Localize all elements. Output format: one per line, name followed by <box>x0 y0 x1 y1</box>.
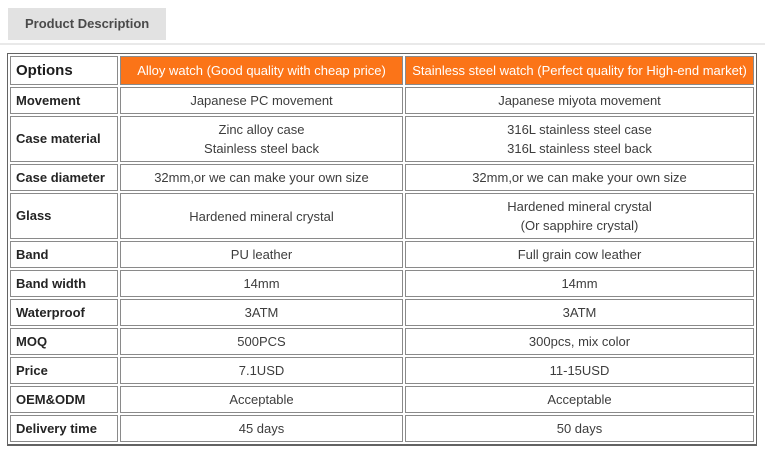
cell-text-line: 32mm,or we can make your own size <box>154 170 369 185</box>
cell-text-line: 316L stainless steel back <box>507 141 652 156</box>
cell-text-line: 45 days <box>238 421 285 436</box>
cell-text-line: Stainless steel back <box>204 141 319 156</box>
cell-text-line: Japanese PC movement <box>190 93 333 108</box>
alloy-watch-subtitle: (Good quality with cheap price) <box>206 63 386 78</box>
cell-alloy-value: Zinc alloy case Stainless steel back <box>120 116 403 162</box>
table-header-row: Options Alloy watch (Good quality with c… <box>10 56 754 85</box>
row-label: Price <box>10 357 118 384</box>
cell-text-line: Acceptable <box>229 392 294 407</box>
table-row: OEM&ODM Acceptable Acceptable <box>10 386 754 413</box>
cell-text-line: 500PCS <box>237 334 286 349</box>
cell-text-line: Hardened mineral crystal <box>189 208 334 224</box>
cell-steel-value: 300pcs, mix color <box>405 328 754 355</box>
stainless-steel-subtitle: (Perfect quality for High-end market) <box>537 63 747 78</box>
cell-steel-value: 14mm <box>405 270 754 297</box>
table-row: Movement Japanese PC movement Japanese miy… <box>10 87 754 114</box>
row-label: Case diameter <box>10 164 118 191</box>
cell-text-line: 50 days <box>556 421 603 436</box>
options-header-cell: Options <box>10 56 118 85</box>
table-row: Glass Hardened mineral crystal Hardened mi… <box>10 193 754 239</box>
product-spec-table: Options Alloy watch (Good quality with c… <box>7 53 757 446</box>
tab-product-description[interactable]: Product Description <box>8 8 167 40</box>
cell-alloy-value: 7.1USD <box>120 357 403 384</box>
stainless-steel-header-cell: Stainless steel watch (Perfect quality f… <box>405 56 754 85</box>
cell-text-line: 11-15USD <box>549 363 610 378</box>
cell-steel-value: Hardened mineral crystal (Or sapphire cry… <box>405 193 754 239</box>
cell-text-line: 3ATM <box>562 305 597 320</box>
cell-alloy-value: 3ATM <box>120 299 403 326</box>
row-label: Band width <box>10 270 118 297</box>
alloy-watch-header-cell: Alloy watch (Good quality with cheap pri… <box>120 56 403 85</box>
table-row: Band PU leather Full grain cow leather <box>10 241 754 268</box>
cell-text-line: 14mm <box>561 276 598 291</box>
cell-steel-value: 3ATM <box>405 299 754 326</box>
table-row: Waterproof 3ATM 3ATM <box>10 299 754 326</box>
cell-alloy-value: 14mm <box>120 270 403 297</box>
cell-text-line: Hardened mineral crystal <box>507 199 652 214</box>
table-row: MOQ 500PCS 300pcs, mix color <box>10 328 754 355</box>
alloy-watch-title: Alloy watch <box>137 63 203 78</box>
table-body: Movement Japanese PC movement Japanese miy… <box>10 87 754 442</box>
cell-steel-value: Acceptable <box>405 386 754 413</box>
cell-steel-value: 316L stainless steel case 316L stainless … <box>405 116 754 162</box>
row-label: Movement <box>10 87 118 114</box>
row-label: OEM&ODM <box>10 386 118 413</box>
cell-steel-value: 11-15USD <box>405 357 754 384</box>
cell-text-line: Acceptable <box>547 392 612 407</box>
cell-alloy-value: 45 days <box>120 415 403 442</box>
cell-text-line: Full grain cow leather <box>517 247 642 262</box>
table-row: Case material Zinc alloy case Stainless st… <box>10 116 754 162</box>
cell-steel-value: Japanese miyota movement <box>405 87 754 114</box>
cell-alloy-value: Acceptable <box>120 386 403 413</box>
row-label: MOQ <box>10 328 118 355</box>
cell-steel-value: 32mm,or we can make your own size <box>405 164 754 191</box>
cell-text-line: 32mm,or we can make your own size <box>472 170 687 185</box>
stainless-steel-title: Stainless steel watch <box>412 63 534 78</box>
table-row: Case diameter 32mm,or we can make your ow… <box>10 164 754 191</box>
cell-text-line: Japanese miyota movement <box>498 93 661 108</box>
tab-bar: Product Description <box>0 0 765 45</box>
cell-steel-value: 50 days <box>405 415 754 442</box>
cell-text-line: 300pcs, mix color <box>528 334 631 349</box>
row-label: Band <box>10 241 118 268</box>
cell-alloy-value: 500PCS <box>120 328 403 355</box>
cell-alloy-value: 32mm,or we can make your own size <box>120 164 403 191</box>
cell-text-line: Zinc alloy case <box>218 122 305 137</box>
table-row: Band width 14mm 14mm <box>10 270 754 297</box>
cell-text-line: 3ATM <box>244 305 279 320</box>
cell-text-line: 7.1USD <box>238 363 285 378</box>
cell-alloy-value: Hardened mineral crystal <box>120 193 403 239</box>
row-label: Delivery time <box>10 415 118 442</box>
cell-text-line: PU leather <box>230 247 293 262</box>
cell-alloy-value: Japanese PC movement <box>120 87 403 114</box>
table-row: Delivery time 45 days 50 days <box>10 415 754 442</box>
row-label: Waterproof <box>10 299 118 326</box>
cell-text-line: (Or sapphire crystal) <box>520 218 639 233</box>
cell-alloy-value: PU leather <box>120 241 403 268</box>
cell-steel-value: Full grain cow leather <box>405 241 754 268</box>
table-row: Price 7.1USD 11-15USD <box>10 357 754 384</box>
row-label: Glass <box>10 193 118 239</box>
cell-text-line: 316L stainless steel case <box>507 122 652 137</box>
cell-text-line: 14mm <box>243 276 280 291</box>
row-label: Case material <box>10 116 118 162</box>
